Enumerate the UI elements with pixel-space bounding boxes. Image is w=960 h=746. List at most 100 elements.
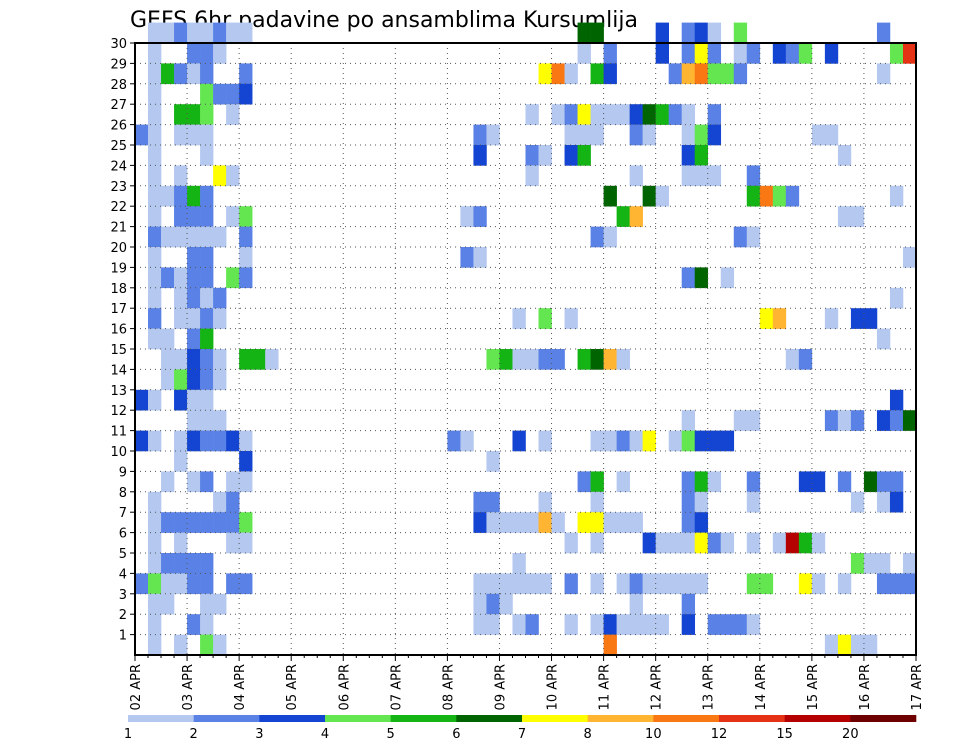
heatmap-cell (694, 471, 709, 493)
heatmap-cell (213, 287, 227, 309)
heatmap-cell (200, 185, 214, 207)
heatmap-cell (772, 185, 787, 207)
heatmap-cell (850, 308, 865, 329)
heatmap-cell (226, 573, 240, 595)
legend-swatch (522, 715, 588, 722)
heatmap-cell (720, 430, 735, 452)
heatmap-cell (577, 104, 591, 125)
heatmap-cell (187, 124, 201, 146)
heatmap-cell (694, 491, 709, 513)
heatmap-cell (707, 43, 722, 64)
heatmap-cell (486, 512, 500, 533)
x-tick-label: 11 APR (598, 664, 613, 710)
heatmap-cell (174, 124, 188, 146)
legend-swatch (719, 715, 785, 722)
heatmap-cell (213, 22, 227, 44)
y-tick-label: 5 (119, 547, 127, 562)
heatmap-cell (226, 532, 240, 554)
legend-label: 4 (321, 727, 329, 742)
heatmap-cell (564, 573, 578, 595)
heatmap-cell (733, 22, 748, 44)
heatmap-cell (200, 43, 214, 64)
y-tick-label: 29 (110, 57, 127, 72)
heatmap-cell (447, 430, 461, 452)
heatmap-cell (577, 145, 591, 166)
heatmap-cell (616, 614, 630, 635)
heatmap-cell (252, 349, 266, 370)
heatmap-cell (642, 614, 656, 635)
heatmap-cell (512, 614, 526, 635)
heatmap-cell (473, 124, 487, 146)
heatmap-cell (226, 165, 240, 187)
heatmap-cell (603, 634, 617, 656)
heatmap-cell (161, 328, 175, 350)
heatmap-cell (486, 349, 500, 370)
heatmap-cell (161, 185, 175, 207)
heatmap-cell (681, 573, 696, 595)
heatmap-cell (200, 593, 214, 615)
heatmap-cell (590, 491, 604, 513)
heatmap-cell (148, 267, 162, 289)
heatmap-cell (499, 349, 513, 370)
y-tick-label: 17 (110, 302, 127, 317)
heatmap-cell (239, 512, 253, 533)
heatmap-cell (226, 471, 240, 493)
heatmap-cell (707, 63, 722, 85)
x-tick-label: 14 APR (754, 664, 769, 710)
heatmap-cell (603, 63, 617, 85)
y-tick-label: 23 (110, 180, 127, 195)
heatmap-cell (629, 573, 643, 595)
heatmap-cell (785, 43, 800, 64)
heatmap-cell (603, 185, 617, 207)
x-tick-label: 02 APR (129, 664, 144, 710)
x-tick-label: 15 APR (806, 664, 821, 710)
heatmap-cell (590, 512, 604, 533)
heatmap-cell (902, 573, 917, 595)
heatmap-cell (187, 430, 201, 452)
heatmap-cell (473, 491, 487, 513)
heatmap-cell (174, 287, 188, 309)
legend-swatch (128, 715, 194, 722)
y-tick-label: 16 (110, 323, 127, 338)
heatmap-cell (148, 287, 162, 309)
heatmap-cell (642, 532, 656, 554)
heatmap-cell (187, 308, 201, 329)
y-tick-label: 3 (119, 588, 127, 603)
heatmap-cell (460, 430, 474, 452)
heatmap-cell (876, 328, 891, 350)
legend-swatch (325, 715, 391, 722)
heatmap-cell (486, 491, 500, 513)
heatmap-cell (161, 512, 175, 533)
heatmap-cell (174, 430, 188, 452)
heatmap-cell (512, 553, 526, 574)
heatmap-cell (616, 512, 630, 533)
heatmap-cell (187, 104, 201, 125)
heatmap-cell (148, 491, 162, 513)
heatmap-cell (239, 226, 253, 248)
heatmap-cell (603, 430, 617, 452)
heatmap-cell (590, 430, 604, 452)
legend-label: 10 (645, 727, 662, 742)
heatmap-cell (213, 369, 227, 391)
heatmap-cell (668, 104, 682, 125)
heatmap-cell (499, 573, 513, 595)
y-tick-label: 19 (110, 261, 127, 276)
x-tick-label: 05 APR (285, 664, 300, 710)
heatmap-cell (798, 43, 813, 64)
heatmap-cell (694, 573, 709, 595)
heatmap-cell (616, 471, 630, 493)
heatmap-cell (213, 165, 227, 187)
x-tick-label: 06 APR (337, 664, 352, 710)
heatmap-cell (850, 491, 865, 513)
heatmap-cell (642, 104, 656, 125)
heatmap-cell (187, 185, 201, 207)
heatmap-cell (187, 349, 201, 370)
y-tick-label: 26 (110, 119, 127, 134)
heatmap-cell (616, 430, 630, 452)
heatmap-cell (213, 430, 227, 452)
y-tick-label: 21 (110, 221, 127, 236)
heatmap-cell (213, 349, 227, 370)
heatmap-cell (525, 165, 539, 187)
heatmap-cell (655, 104, 669, 125)
heatmap-cell (148, 247, 162, 268)
